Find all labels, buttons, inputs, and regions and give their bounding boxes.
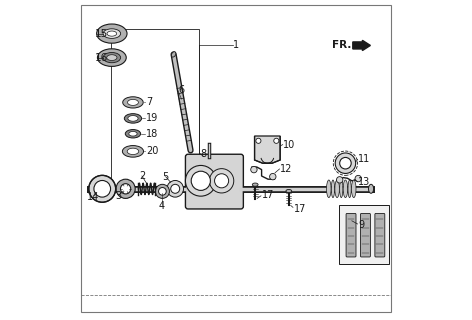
Bar: [339, 205, 388, 264]
Ellipse shape: [286, 189, 292, 193]
Ellipse shape: [97, 49, 126, 67]
Ellipse shape: [127, 148, 139, 155]
Text: 3: 3: [115, 191, 121, 201]
Ellipse shape: [348, 180, 351, 198]
Ellipse shape: [128, 116, 138, 121]
Text: 17: 17: [261, 190, 274, 200]
Text: 13: 13: [358, 177, 371, 188]
Ellipse shape: [125, 130, 141, 138]
Text: 4: 4: [159, 201, 165, 212]
Text: 14: 14: [87, 192, 100, 202]
Circle shape: [251, 166, 257, 173]
Text: 20: 20: [146, 146, 158, 156]
Ellipse shape: [103, 29, 121, 38]
Circle shape: [337, 177, 343, 183]
Circle shape: [167, 180, 184, 197]
Ellipse shape: [331, 180, 335, 198]
Text: FR.: FR.: [332, 40, 352, 51]
Ellipse shape: [343, 180, 348, 198]
Text: 11: 11: [358, 154, 371, 164]
Circle shape: [116, 179, 135, 198]
Text: 18: 18: [146, 129, 158, 139]
Text: 12: 12: [280, 164, 293, 174]
Text: 7: 7: [146, 97, 152, 108]
Text: 10: 10: [283, 140, 295, 150]
Bar: [110, 29, 199, 186]
Circle shape: [191, 171, 211, 190]
Ellipse shape: [124, 114, 142, 123]
Text: 16: 16: [95, 52, 109, 63]
Text: 9: 9: [358, 220, 364, 230]
Ellipse shape: [352, 180, 356, 198]
Circle shape: [340, 157, 351, 169]
Ellipse shape: [340, 180, 343, 198]
Text: 17: 17: [294, 204, 306, 214]
Ellipse shape: [369, 184, 374, 193]
Circle shape: [94, 180, 110, 197]
Text: 6: 6: [178, 85, 185, 95]
Polygon shape: [254, 136, 280, 163]
Circle shape: [171, 184, 180, 193]
FancyBboxPatch shape: [185, 154, 244, 209]
Text: 8: 8: [201, 148, 207, 159]
Text: 15: 15: [95, 28, 109, 39]
Ellipse shape: [122, 146, 143, 157]
Circle shape: [335, 153, 356, 173]
Circle shape: [185, 165, 216, 196]
Text: 5: 5: [162, 172, 168, 182]
Ellipse shape: [253, 183, 258, 186]
Circle shape: [270, 173, 276, 180]
Circle shape: [89, 175, 116, 202]
Circle shape: [120, 184, 131, 194]
Circle shape: [210, 169, 234, 193]
Ellipse shape: [127, 100, 138, 105]
Circle shape: [256, 138, 261, 143]
FancyBboxPatch shape: [375, 213, 385, 257]
Text: 1: 1: [234, 40, 240, 50]
Ellipse shape: [123, 97, 143, 108]
Ellipse shape: [97, 24, 127, 43]
Ellipse shape: [171, 52, 176, 57]
Circle shape: [215, 174, 228, 188]
Circle shape: [155, 184, 169, 198]
Ellipse shape: [327, 180, 331, 198]
Ellipse shape: [129, 132, 137, 136]
Text: 19: 19: [146, 113, 158, 124]
Circle shape: [159, 188, 166, 195]
FancyArrow shape: [353, 40, 371, 51]
Ellipse shape: [335, 180, 339, 198]
Text: 2: 2: [139, 171, 145, 181]
FancyBboxPatch shape: [346, 213, 356, 257]
Ellipse shape: [107, 55, 117, 60]
Ellipse shape: [107, 31, 117, 36]
Ellipse shape: [103, 52, 121, 63]
Circle shape: [274, 138, 279, 143]
FancyBboxPatch shape: [361, 213, 371, 257]
Circle shape: [355, 175, 362, 182]
